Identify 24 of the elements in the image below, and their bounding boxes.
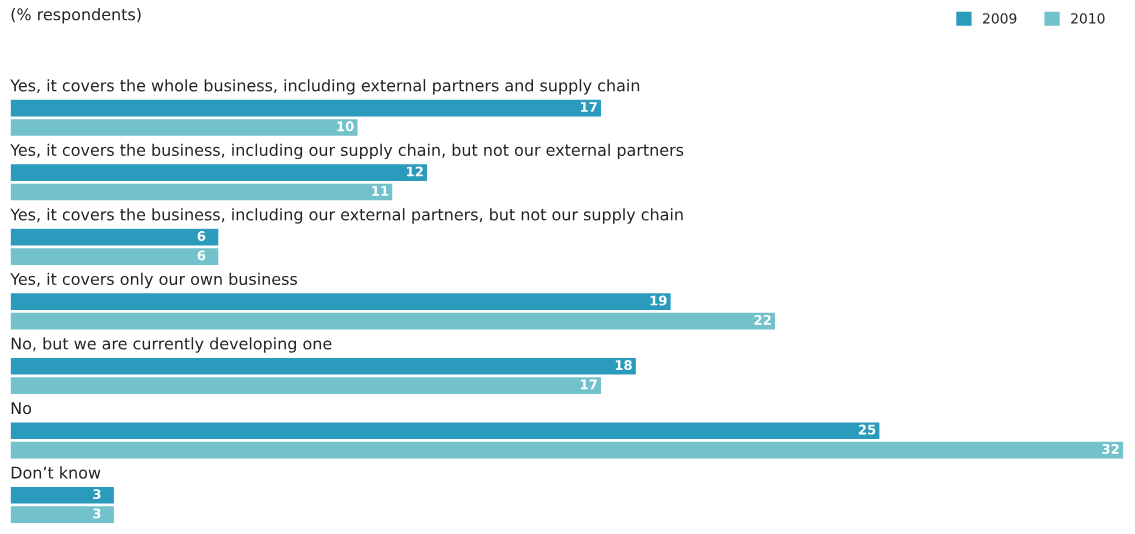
data-label: 32 [1102, 443, 1119, 454]
y-tick-label: Yes, it covers the business, including our external partners, but not our supply chain [10, 208, 683, 224]
data-label: 6 [197, 231, 206, 242]
data-label: 17 [580, 102, 597, 112]
y-tick-label: Yes, it covers the business, including our supply chain, but not our external partners [10, 143, 684, 160]
chart-subtitle: (% respondents) [11, 8, 141, 24]
data-label: 18 [615, 360, 632, 371]
y-tick-label: No, but we are currently developing one [11, 337, 332, 353]
y-tick-label: Yes, it covers the whole business, including external partners and supply chain [10, 79, 640, 95]
data-label: 6 [197, 250, 206, 261]
y-tick-label: No [11, 402, 32, 415]
data-label: 11 [372, 186, 389, 196]
legend-label: 2009 [983, 13, 1017, 24]
data-label: 3 [93, 508, 101, 519]
data-label: 25 [858, 424, 876, 435]
data-label: 3 [93, 489, 101, 500]
legend-label: 2010 [1071, 13, 1105, 24]
data-label: 22 [754, 314, 771, 325]
data-label: 17 [580, 379, 597, 390]
data-label: 10 [337, 121, 354, 132]
y-tick-label: Don’t know [11, 466, 101, 479]
data-label: 12 [407, 166, 423, 177]
data-label: 19 [650, 295, 667, 306]
y-tick-label: Yes, it covers only our own business [10, 272, 297, 289]
